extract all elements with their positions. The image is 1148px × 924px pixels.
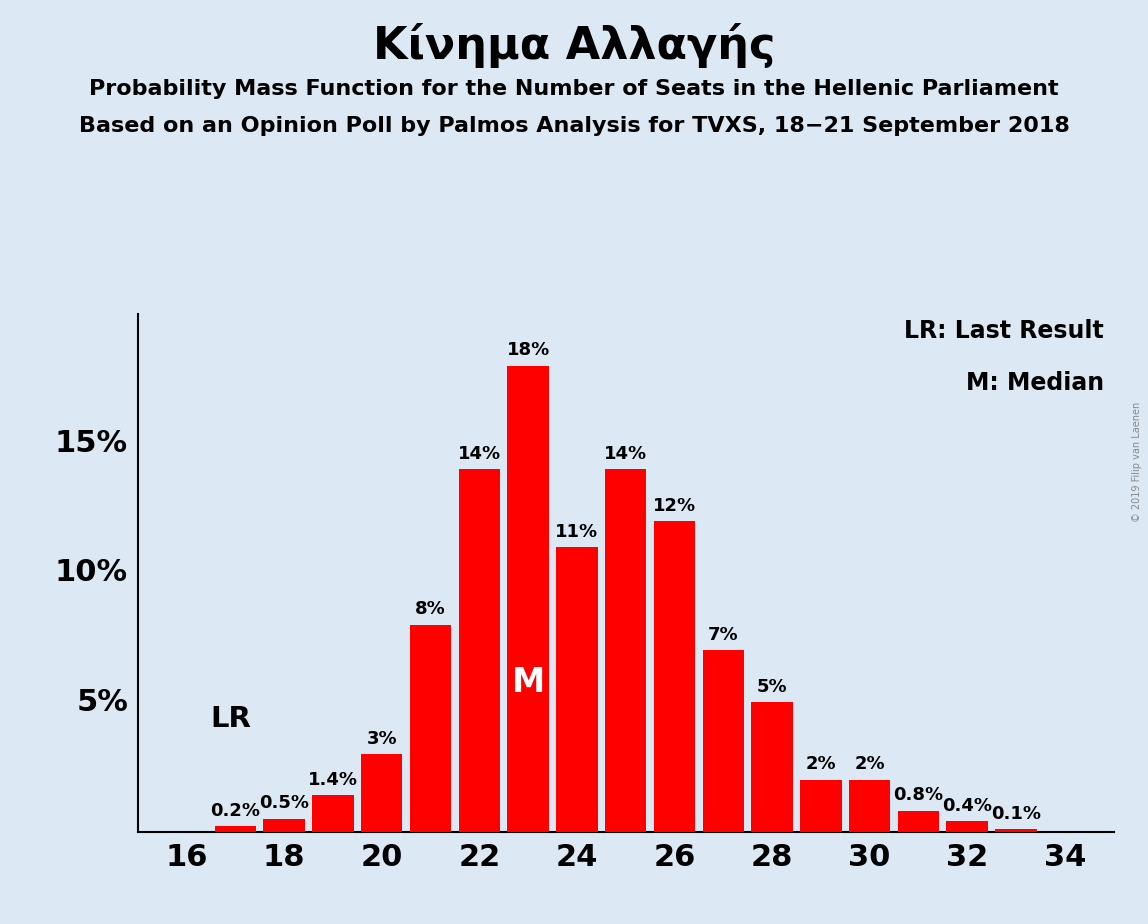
Text: 0.8%: 0.8% [893,786,944,805]
Text: M: Median: M: Median [965,371,1103,395]
Bar [995,829,1037,832]
Bar [458,469,501,832]
Text: 0.4%: 0.4% [943,796,992,815]
Bar [507,366,549,832]
Text: LR: Last Result: LR: Last Result [905,320,1103,344]
Text: © 2019 Filip van Laenen: © 2019 Filip van Laenen [1132,402,1142,522]
Text: 0.1%: 0.1% [991,805,1041,822]
Text: 5%: 5% [76,687,127,717]
Bar [703,650,744,832]
Bar [946,821,988,832]
Text: 11%: 11% [556,523,598,541]
Text: 15%: 15% [55,429,127,458]
Text: Κίνημα Αλλαγής: Κίνημα Αλλαγής [373,23,775,68]
Bar [263,819,305,832]
Bar [653,521,696,832]
Bar [751,702,793,832]
Bar [605,469,646,832]
Text: 0.5%: 0.5% [259,795,309,812]
Text: 5%: 5% [757,678,788,696]
Text: Probability Mass Function for the Number of Seats in the Hellenic Parliament: Probability Mass Function for the Number… [90,79,1058,99]
Text: 3%: 3% [366,730,397,748]
Text: LR: LR [210,705,251,734]
Text: 12%: 12% [653,497,696,515]
Bar [360,754,403,832]
Text: Based on an Opinion Poll by Palmos Analysis for TVXS, 18−21 September 2018: Based on an Opinion Poll by Palmos Analy… [78,116,1070,136]
Bar [848,780,891,832]
Bar [800,780,841,832]
Bar [898,811,939,832]
Text: 8%: 8% [416,601,445,618]
Text: 0.2%: 0.2% [210,802,261,820]
Text: 2%: 2% [806,756,836,773]
Text: M: M [512,666,544,699]
Text: 1.4%: 1.4% [308,771,358,789]
Text: 2%: 2% [854,756,885,773]
Bar [215,826,256,832]
Bar [556,547,598,832]
Text: 14%: 14% [604,445,647,463]
Bar [312,796,354,832]
Text: 14%: 14% [458,445,501,463]
Bar [410,625,451,832]
Text: 18%: 18% [506,342,550,359]
Text: 10%: 10% [55,558,127,588]
Text: 7%: 7% [708,626,738,644]
